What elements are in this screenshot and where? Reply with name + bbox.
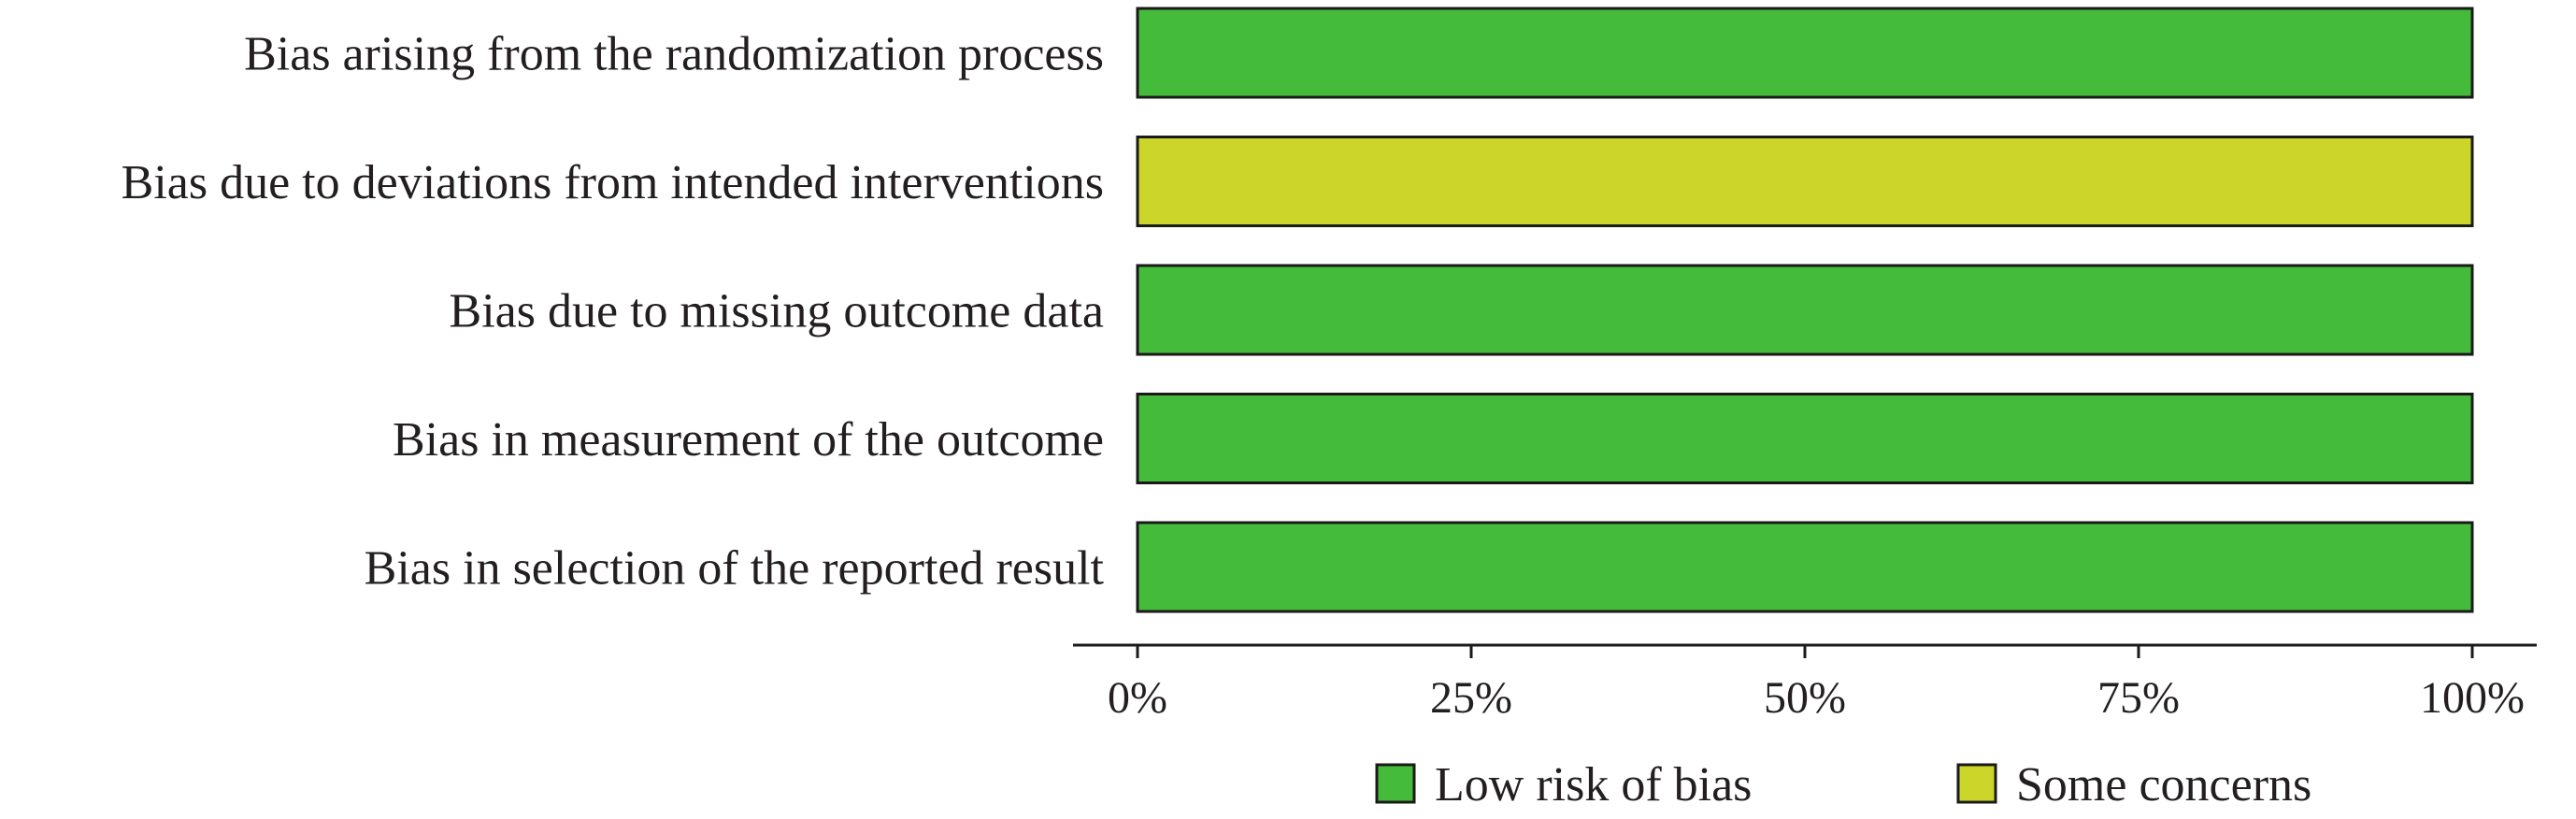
bar-4-series-1 <box>1136 393 2474 484</box>
legend-label-1: Low risk of bias <box>1435 758 1752 812</box>
x-tick-label-3: 50% <box>1764 673 1846 723</box>
category-label-2: Bias due to deviations from intended int… <box>122 156 1104 209</box>
category-labels: Bias arising from the randomization proc… <box>122 28 1105 596</box>
category-label-5: Bias in selection of the reported result <box>365 542 1105 596</box>
x-tick-label-4: 75% <box>2097 673 2180 723</box>
legend-label-2: Some concerns <box>2016 758 2311 812</box>
bar-2-series-2 <box>1136 136 2474 227</box>
bars-group <box>1136 7 2474 613</box>
legend-swatch-2 <box>1956 763 1997 804</box>
x-tick-label-2: 25% <box>1430 673 1512 723</box>
x-tick-label-5: 100% <box>2420 673 2525 723</box>
category-label-4: Bias in measurement of the outcome <box>393 413 1104 467</box>
x-axis-ticks: 0% 25% 50% 75% 100% <box>1108 645 2525 723</box>
legend-swatch-1 <box>1375 763 1416 804</box>
bar-5-series-1 <box>1136 521 2474 613</box>
category-label-3: Bias due to missing outcome data <box>450 285 1104 338</box>
bar-3-series-1 <box>1136 264 2474 356</box>
category-label-1: Bias arising from the randomization proc… <box>244 28 1104 81</box>
x-tick-label-1: 0% <box>1108 673 1167 723</box>
legend: Low risk of bias Some concerns <box>1375 758 2311 812</box>
bar-1-series-1 <box>1136 7 2474 99</box>
